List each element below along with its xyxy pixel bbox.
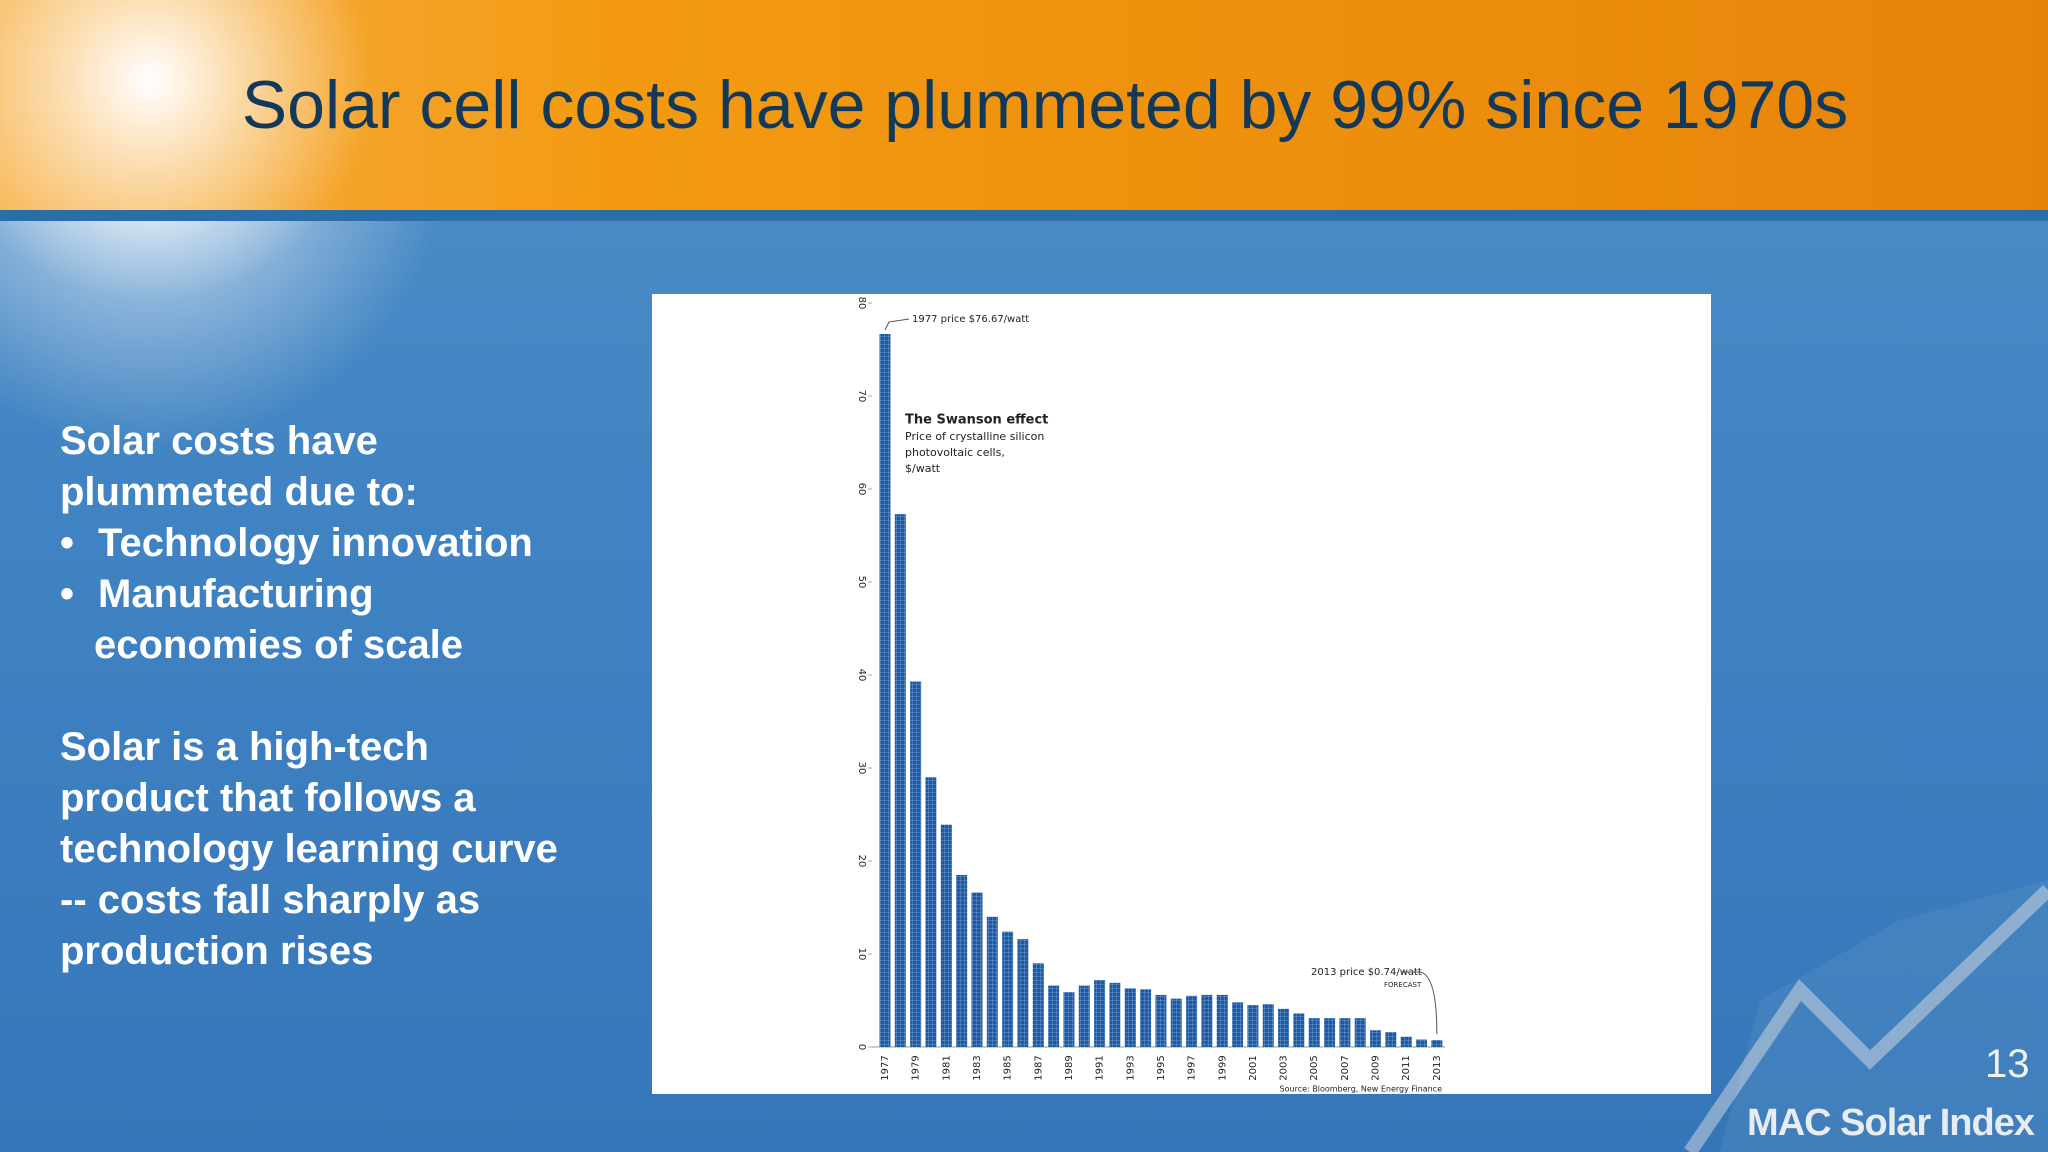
bar xyxy=(1416,1039,1428,1047)
bar xyxy=(1308,1018,1320,1047)
y-tick-label: 0 xyxy=(856,1044,867,1050)
bar xyxy=(1048,985,1060,1047)
bar xyxy=(1431,1040,1443,1047)
x-tick-label: 2005 xyxy=(1309,1055,1320,1080)
header-glow xyxy=(0,0,400,310)
bar xyxy=(1232,1002,1244,1047)
logo: MAC Solar Index xyxy=(1747,1102,2035,1144)
bar xyxy=(1170,998,1182,1047)
body-line: -- costs fall sharply as xyxy=(60,878,481,922)
y-tick-label: 10 xyxy=(856,948,867,961)
x-tick-label: 2001 xyxy=(1248,1055,1259,1080)
bar xyxy=(1002,931,1014,1047)
body-line: production rises xyxy=(60,929,374,973)
x-tick-label: 1981 xyxy=(941,1055,952,1080)
x-tick-label: 1987 xyxy=(1033,1055,1044,1080)
x-tick-label: 1983 xyxy=(972,1055,983,1080)
leader-line xyxy=(884,318,910,331)
header-band xyxy=(0,0,2048,310)
bar xyxy=(940,824,952,1047)
bar xyxy=(1385,1032,1397,1047)
y-tick-label: 50 xyxy=(856,576,867,589)
chart-panel xyxy=(652,294,1711,1094)
leader-line xyxy=(1402,971,1438,1035)
bullet-line: economies of scale xyxy=(94,623,464,667)
x-tick-label: 1993 xyxy=(1125,1055,1136,1080)
x-tick-label: 2011 xyxy=(1401,1055,1412,1080)
body-line: Solar costs have xyxy=(60,419,378,463)
x-tick-label: 1989 xyxy=(1064,1055,1075,1080)
y-tick-label: 30 xyxy=(856,762,867,775)
x-tick-label: 1985 xyxy=(1003,1055,1014,1080)
bar xyxy=(1262,1004,1274,1047)
y-tick-label: 80 xyxy=(856,297,867,310)
page-number: 13 xyxy=(1985,1042,2030,1086)
bar xyxy=(1109,982,1121,1047)
y-tick-label: 20 xyxy=(856,855,867,868)
bar xyxy=(1354,1018,1366,1047)
body-line: plummeted due to: xyxy=(60,470,418,514)
body-line: product that follows a xyxy=(60,776,476,820)
bar xyxy=(894,514,906,1047)
bar xyxy=(986,916,998,1047)
y-tick-label: 40 xyxy=(856,669,867,682)
x-tick-label: 1999 xyxy=(1217,1055,1228,1080)
bar xyxy=(1339,1018,1351,1047)
bar xyxy=(1293,1013,1305,1047)
x-tick-label: 2003 xyxy=(1279,1055,1290,1080)
bullet-line: Manufacturing xyxy=(60,569,558,620)
bar xyxy=(1140,989,1152,1047)
x-tick-label: 1995 xyxy=(1156,1055,1167,1080)
body-line: technology learning curve xyxy=(60,827,558,871)
annotation-forecast: FORECAST xyxy=(1384,981,1422,989)
x-tick-label: 2009 xyxy=(1371,1055,1382,1080)
bar xyxy=(956,874,968,1047)
bar xyxy=(1094,980,1106,1047)
annotation: 2013 price $0.74/watt xyxy=(1311,967,1422,978)
x-tick-label: 1997 xyxy=(1187,1055,1198,1080)
x-tick-label: 1991 xyxy=(1095,1055,1106,1080)
bar xyxy=(1370,1030,1382,1047)
annotation-subtitle: Price of crystalline silicon xyxy=(905,430,1044,443)
bar xyxy=(925,777,937,1047)
bar xyxy=(1017,939,1029,1047)
body-line: Solar is a high-tech xyxy=(60,725,429,769)
bar xyxy=(879,333,891,1047)
bar xyxy=(910,681,922,1047)
y-tick-label: 70 xyxy=(856,390,867,403)
annotation-subtitle: $/watt xyxy=(905,462,941,475)
bar xyxy=(1186,995,1198,1047)
bullet-line: Technology innovation xyxy=(60,518,558,569)
x-tick-label: 2007 xyxy=(1340,1055,1351,1080)
slide-title: Solar cell costs have plummeted by 99% s… xyxy=(241,67,1849,143)
bar xyxy=(1400,1036,1412,1047)
bar xyxy=(1155,994,1167,1047)
x-tick-label: 1979 xyxy=(911,1055,922,1080)
bar xyxy=(1201,994,1213,1047)
x-tick-label: 2013 xyxy=(1432,1055,1443,1080)
bar xyxy=(1247,1005,1259,1047)
annotation-title: The Swanson effect xyxy=(905,413,1048,428)
bar xyxy=(1216,994,1228,1047)
bar xyxy=(1032,963,1044,1047)
annotation: 1977 price $76.67/watt xyxy=(912,314,1029,325)
bar xyxy=(1324,1018,1336,1047)
body-text: Solar costs have plummeted due to:Technol… xyxy=(60,416,558,977)
x-tick-label: 1977 xyxy=(880,1055,891,1080)
bar xyxy=(1063,992,1075,1047)
bar xyxy=(1124,988,1136,1047)
source: Source: Bloomberg, New Energy Finance xyxy=(1280,1085,1443,1094)
y-tick-label: 60 xyxy=(856,483,867,496)
bar xyxy=(971,892,983,1047)
header-rule xyxy=(0,210,2048,221)
annotation-subtitle: photovoltaic cells, xyxy=(905,446,1005,459)
bar xyxy=(1078,985,1090,1047)
bar xyxy=(1278,1008,1290,1047)
